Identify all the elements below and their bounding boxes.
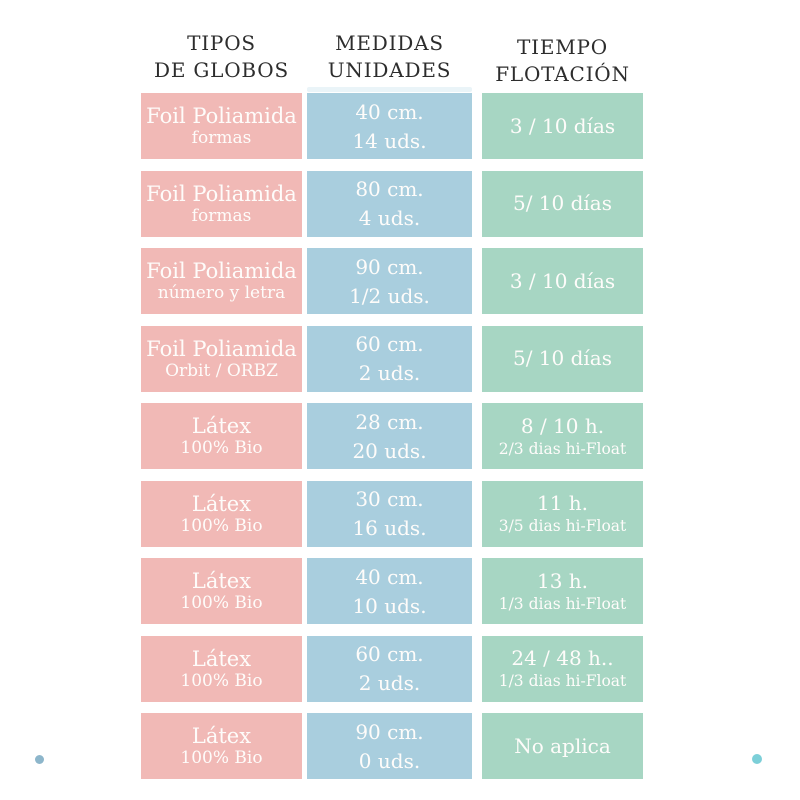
float-time-main: 11 h.: [536, 491, 589, 515]
balloon-type-main: Foil Poliamida: [146, 104, 297, 128]
table-row: Foil Poliamida formas 40 cm. 14 uds. 3 /…: [0, 93, 800, 159]
balloon-type-main: Foil Poliamida: [146, 181, 297, 206]
header-line: DE GLOBOS: [153, 58, 289, 82]
float-time-main: 8 / 10 h.: [520, 413, 605, 438]
balloon-type-sub: formas: [191, 205, 252, 226]
column-header-balloon-types: TIPOS DE GLOBOS: [141, 30, 302, 84]
balloon-type-cell: Foil Poliamida Orbit / ORBZ: [141, 325, 302, 392]
balloon-type-main: Látex: [191, 724, 252, 748]
units-value: 14 uds.: [352, 128, 427, 153]
float-time-sub: 3/5 dias hi-Float: [498, 517, 627, 535]
header-line: UNIDADES: [327, 58, 452, 82]
size-value: 40 cm.: [355, 564, 424, 589]
table-row: Látex 100% Bio 28 cm. 20 uds. 8 / 10 h. …: [0, 403, 800, 469]
table-row: Látex 100% Bio 40 cm. 10 uds. 13 h. 1/3 …: [0, 558, 800, 624]
balloon-type-sub: 100% Bio: [180, 748, 263, 768]
size-units-cell: 30 cm. 16 uds.: [307, 480, 472, 547]
units-value: 0 uds.: [358, 748, 421, 773]
size-value: 80 cm.: [355, 177, 424, 201]
size-value: 28 cm.: [355, 409, 424, 434]
table-row: Látex 100% Bio 60 cm. 2 uds. 24 / 48 h..…: [0, 635, 800, 702]
balloon-type-sub: número y letra: [157, 283, 286, 303]
float-time-main: 3 / 10 días: [509, 268, 616, 293]
header-line: TIPOS: [187, 31, 256, 55]
size-value: 30 cm.: [355, 487, 424, 511]
float-time-main: 13 h.: [536, 568, 589, 593]
balloon-type-cell: Foil Poliamida formas: [141, 170, 302, 237]
float-time-cell: 3 / 10 días: [482, 248, 643, 314]
size-value: 60 cm.: [355, 642, 424, 666]
size-units-cell: 40 cm. 10 uds.: [307, 558, 472, 624]
header-line: FLOTACIÓN: [495, 62, 630, 86]
float-time-cell: 3 / 10 días: [482, 93, 643, 159]
column-header-float-time: TIEMPO FLOTACIÓN: [482, 34, 643, 88]
size-units-cell: 80 cm. 4 uds.: [307, 170, 472, 237]
balloon-type-sub: formas: [191, 128, 252, 148]
balloon-type-cell: Látex 100% Bio: [141, 635, 302, 702]
units-value: 2 uds.: [358, 361, 421, 385]
units-value: 10 uds.: [352, 593, 427, 618]
balloon-table: Foil Poliamida formas 40 cm. 14 uds. 3 /…: [0, 93, 800, 779]
decor-dot-right: [752, 754, 762, 764]
float-time-cell: 5/ 10 días: [482, 325, 643, 392]
balloon-type-main: Foil Poliamida: [146, 336, 297, 361]
float-time-cell: 5/ 10 días: [482, 170, 643, 237]
units-value: 1/2 uds.: [349, 283, 430, 308]
float-time-cell: 11 h. 3/5 dias hi-Float: [482, 480, 643, 547]
balloon-type-cell: Látex 100% Bio: [141, 480, 302, 547]
size-units-cell: 28 cm. 20 uds.: [307, 403, 472, 469]
units-value: 20 uds.: [352, 438, 427, 463]
balloon-type-main: Látex: [191, 414, 252, 438]
balloon-type-main: Látex: [191, 491, 252, 516]
float-time-cell: 13 h. 1/3 dias hi-Float: [482, 558, 643, 624]
size-value: 90 cm.: [355, 719, 424, 744]
balloon-type-cell: Foil Poliamida formas: [141, 93, 302, 159]
balloon-type-sub: 100% Bio: [180, 438, 263, 458]
size-units-cell: 90 cm. 1/2 uds.: [307, 248, 472, 314]
header-line: TIEMPO: [517, 35, 608, 59]
float-time-sub: 1/3 dias hi-Float: [498, 672, 627, 690]
column-header-sizes-units: MEDIDAS UNIDADES: [307, 30, 472, 84]
float-time-main: No aplica: [514, 733, 611, 758]
units-value: 4 uds.: [358, 206, 421, 230]
float-time-cell: 8 / 10 h. 2/3 dias hi-Float: [482, 403, 643, 469]
size-units-cell: 60 cm. 2 uds.: [307, 325, 472, 392]
balloon-type-sub: 100% Bio: [180, 593, 263, 613]
size-value: 40 cm.: [355, 99, 424, 124]
float-time-sub: 1/3 dias hi-Float: [498, 594, 627, 613]
float-time-main: 3 / 10 días: [509, 113, 616, 138]
float-time-main: 5/ 10 días: [512, 191, 612, 215]
table-row: Foil Poliamida Orbit / ORBZ 60 cm. 2 uds…: [0, 325, 800, 392]
size-value: 90 cm.: [355, 254, 424, 279]
header-underline-strip: [307, 87, 472, 92]
balloon-type-cell: Foil Poliamida número y letra: [141, 248, 302, 314]
balloon-type-sub: 100% Bio: [180, 670, 263, 691]
size-units-cell: 90 cm. 0 uds.: [307, 713, 472, 779]
table-row: Foil Poliamida formas 80 cm. 4 uds. 5/ 1…: [0, 170, 800, 237]
balloon-type-sub: Orbit / ORBZ: [165, 360, 278, 381]
header-line: MEDIDAS: [335, 31, 444, 55]
balloon-type-main: Látex: [191, 646, 252, 671]
float-time-main: 24 / 48 h..: [511, 646, 614, 670]
balloon-type-main: Látex: [191, 569, 252, 593]
balloon-type-cell: Látex 100% Bio: [141, 403, 302, 469]
float-time-cell: 24 / 48 h.. 1/3 dias hi-Float: [482, 635, 643, 702]
table-row: Látex 100% Bio 30 cm. 16 uds. 11 h. 3/5 …: [0, 480, 800, 547]
units-value: 2 uds.: [358, 671, 421, 695]
float-time-main: 5/ 10 días: [512, 346, 612, 370]
decor-dot-left: [35, 755, 44, 764]
table-row: Foil Poliamida número y letra 90 cm. 1/2…: [0, 248, 800, 314]
balloon-type-cell: Látex 100% Bio: [141, 558, 302, 624]
balloon-type-sub: 100% Bio: [180, 515, 263, 536]
balloon-type-main: Foil Poliamida: [146, 259, 297, 283]
size-value: 60 cm.: [355, 332, 424, 356]
size-units-cell: 40 cm. 14 uds.: [307, 93, 472, 159]
size-units-cell: 60 cm. 2 uds.: [307, 635, 472, 702]
table-row: Látex 100% Bio 90 cm. 0 uds. No aplica: [0, 713, 800, 779]
balloon-type-cell: Látex 100% Bio: [141, 713, 302, 779]
float-time-sub: 2/3 dias hi-Float: [498, 439, 627, 458]
units-value: 16 uds.: [352, 516, 427, 540]
float-time-cell: No aplica: [482, 713, 643, 779]
